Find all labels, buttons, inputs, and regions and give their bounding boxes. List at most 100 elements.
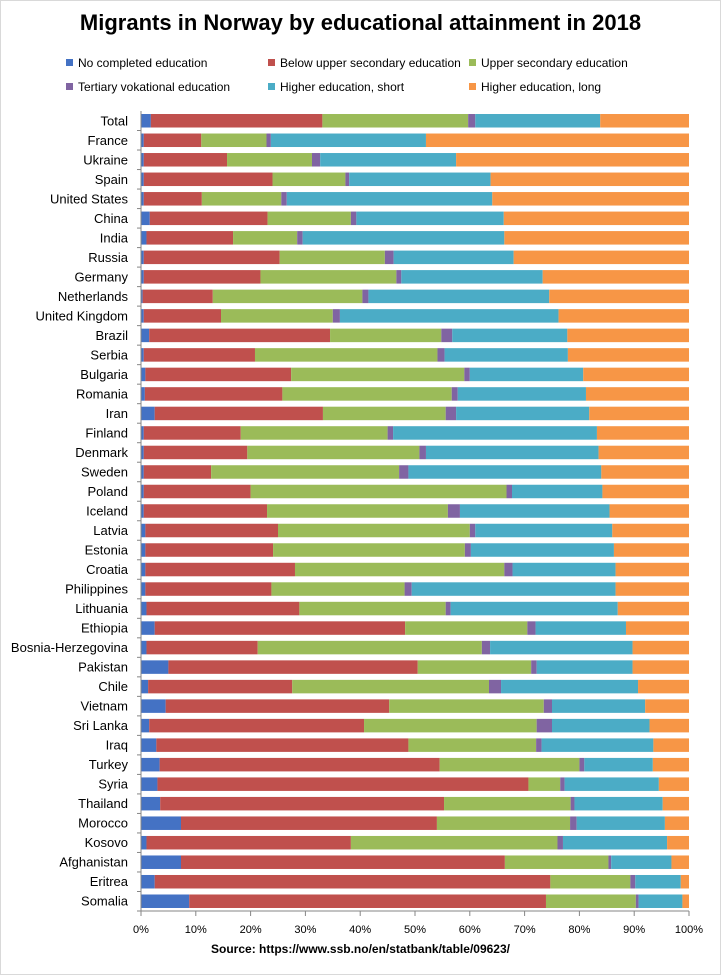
legend-label: No completed education: [78, 56, 208, 70]
bar-segment: [302, 231, 505, 245]
legend-label: Below upper secondary education: [280, 56, 461, 70]
category-label: Turkey: [89, 757, 129, 772]
bar-segment: [141, 192, 144, 206]
bar-segment: [141, 406, 155, 421]
x-tick-label: 30%: [294, 924, 316, 936]
bar-segment: [615, 562, 689, 577]
bar-segment: [652, 757, 689, 772]
category-label: China: [94, 211, 129, 226]
bar-segment: [612, 523, 689, 538]
bar-segment: [490, 640, 633, 655]
bar-segment: [141, 601, 147, 616]
legend-swatch: [66, 83, 73, 90]
legend-item: Tertiary vokational education: [66, 80, 230, 94]
category-label: Pakistan: [78, 660, 128, 675]
bar-segment: [456, 406, 590, 421]
bar-segment: [469, 367, 584, 382]
bar-segment: [345, 172, 350, 187]
bar-segment: [141, 621, 155, 635]
bar-segment: [401, 270, 543, 284]
bar-segment: [141, 211, 150, 226]
bar-segment: [273, 543, 465, 557]
category-label: Serbia: [90, 347, 128, 362]
category-label: Thailand: [78, 796, 128, 811]
bar-segment: [439, 757, 580, 772]
bar-segment: [227, 153, 312, 167]
category-label: Somalia: [81, 894, 129, 909]
bar-segment: [141, 660, 169, 674]
bar-segment: [141, 172, 144, 187]
bar-segment: [635, 874, 681, 889]
bar-segment: [596, 426, 689, 440]
bar-segment: [649, 718, 689, 733]
bar-segment: [436, 816, 571, 830]
bar-segment: [143, 309, 222, 323]
bar-segment: [281, 192, 287, 206]
category-label: Latvia: [93, 523, 128, 538]
bar-segment: [154, 874, 551, 889]
category-label: Iraq: [106, 738, 128, 753]
bar-segment: [141, 796, 161, 811]
bar-segment: [339, 309, 559, 323]
bar-segment: [501, 679, 639, 694]
category-label: Vietnam: [81, 699, 128, 714]
bar-segment: [576, 816, 665, 830]
category-label: India: [100, 230, 129, 245]
bar-segment: [356, 211, 504, 226]
legend-swatch: [268, 83, 275, 90]
category-label: Poland: [88, 484, 128, 499]
category-label: Kosovo: [85, 835, 128, 850]
bar-segment: [456, 153, 689, 167]
bar-segment: [146, 231, 234, 245]
x-tick-label: 100%: [675, 924, 703, 936]
bar-segment: [332, 309, 340, 323]
bar-segment: [141, 835, 147, 850]
bar-segment: [271, 582, 405, 596]
bar-segment: [154, 406, 323, 421]
bar-segment: [600, 114, 689, 128]
bar-segment: [625, 621, 689, 635]
bar-segment: [146, 601, 300, 616]
legend: No completed education Below upper second…: [0, 0, 721, 100]
bar-segment: [570, 796, 575, 811]
bar-segment: [322, 406, 446, 421]
category-label: Estonia: [85, 543, 129, 558]
bar-segment: [545, 894, 636, 908]
bar-segment: [574, 796, 663, 811]
bar-segment: [143, 504, 268, 518]
category-label: Germany: [75, 269, 129, 284]
bar-segment: [141, 133, 144, 148]
bar-segment: [146, 640, 258, 655]
bar-segment: [550, 874, 631, 889]
bar-segment: [141, 289, 143, 304]
bar-segment: [445, 601, 451, 616]
bar-segment: [542, 270, 689, 284]
category-label: Romania: [76, 386, 129, 401]
bar-segment: [536, 738, 542, 752]
category-label: Denmark: [75, 445, 128, 460]
bar-segment: [457, 387, 586, 401]
bar-segment: [564, 777, 659, 791]
bar-segment: [404, 582, 412, 596]
bar-segment: [570, 816, 577, 830]
bar-segment: [141, 855, 181, 869]
bar-segment: [212, 289, 363, 304]
bar-segment: [464, 543, 471, 557]
bar-segment: [322, 114, 469, 128]
bar-segment: [408, 465, 602, 479]
bar-segment: [143, 484, 251, 499]
bar-segment: [143, 445, 248, 460]
bar-segment: [552, 699, 646, 713]
x-tick-label: 70%: [514, 924, 536, 936]
bar-segment: [201, 133, 267, 148]
bar-segment: [492, 192, 689, 206]
category-label: Lithuania: [75, 601, 129, 616]
bar-segment: [141, 543, 146, 557]
bar-segment: [602, 484, 689, 499]
bar-segment: [609, 504, 689, 518]
bar-segment: [481, 640, 491, 655]
bar-segment: [417, 660, 532, 674]
category-label: Russia: [88, 250, 129, 265]
bar-segment: [141, 445, 144, 460]
